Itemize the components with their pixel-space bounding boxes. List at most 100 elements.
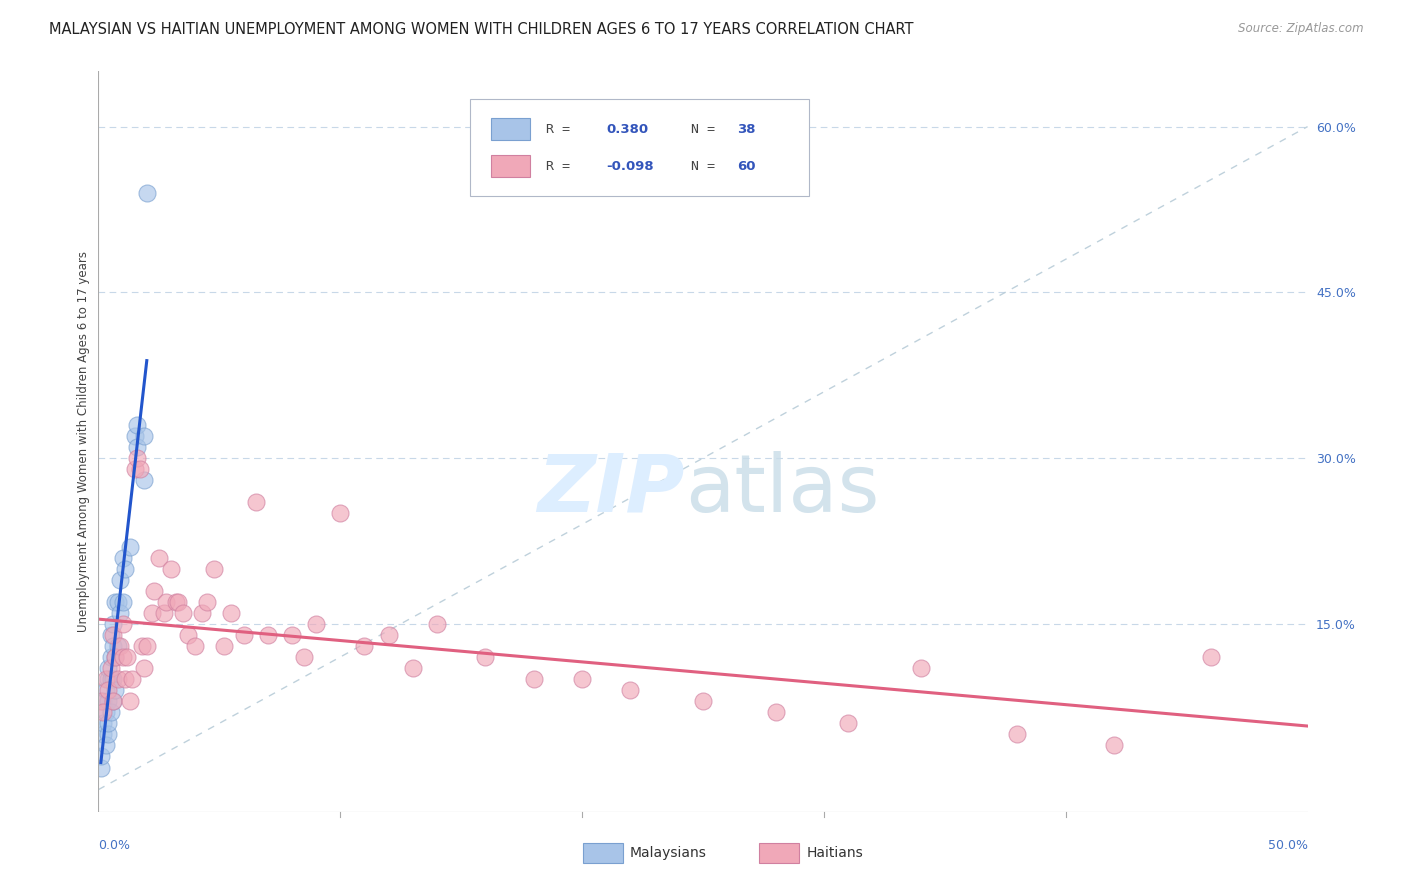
FancyBboxPatch shape <box>470 99 810 195</box>
Point <box>523 672 546 686</box>
Point <box>91 727 114 741</box>
Point <box>281 628 304 642</box>
Point <box>191 606 214 620</box>
Point <box>177 628 200 642</box>
Point <box>108 573 131 587</box>
Point <box>97 694 120 708</box>
Point <box>232 628 254 642</box>
Point <box>155 595 177 609</box>
Point <box>141 606 163 620</box>
Point <box>167 595 190 609</box>
Point <box>305 616 328 631</box>
Point <box>101 628 124 642</box>
Point <box>94 683 117 698</box>
Point <box>377 628 399 642</box>
Bar <box>492 118 530 140</box>
Point <box>114 672 136 686</box>
Point <box>107 672 129 686</box>
Point <box>118 694 141 708</box>
Point <box>692 694 714 708</box>
Point <box>117 650 139 665</box>
Point <box>134 473 156 487</box>
Point <box>121 672 143 686</box>
Point <box>1199 650 1222 665</box>
Point <box>143 583 166 598</box>
Text: Malaysians: Malaysians <box>630 846 707 860</box>
Point <box>100 661 122 675</box>
Point <box>114 561 136 575</box>
Point <box>124 462 146 476</box>
Point <box>135 639 157 653</box>
Point <box>134 661 156 675</box>
Text: N =: N = <box>675 122 723 136</box>
Point <box>353 639 375 653</box>
Point <box>97 727 120 741</box>
Point <box>90 749 112 764</box>
Text: -0.098: -0.098 <box>606 160 654 173</box>
Point <box>184 639 207 653</box>
Point <box>101 672 124 686</box>
Point <box>571 672 593 686</box>
Point <box>195 595 218 609</box>
Point <box>100 650 122 665</box>
Point <box>91 716 114 731</box>
Point <box>90 760 112 774</box>
Text: R =: R = <box>546 160 578 173</box>
Point <box>118 540 141 554</box>
Point <box>94 706 117 720</box>
Point <box>111 550 134 565</box>
Point <box>111 595 134 609</box>
Point <box>97 672 120 686</box>
Point <box>101 616 124 631</box>
Text: Haitians: Haitians <box>807 846 863 860</box>
Point <box>245 495 267 509</box>
Point <box>127 417 149 432</box>
Point <box>108 606 131 620</box>
Point <box>104 650 127 665</box>
Point <box>256 628 278 642</box>
Point <box>124 429 146 443</box>
Point <box>329 507 352 521</box>
Point <box>90 694 112 708</box>
Point <box>111 616 134 631</box>
Point <box>837 716 859 731</box>
Point <box>221 606 243 620</box>
Text: 50.0%: 50.0% <box>1268 839 1308 853</box>
Point <box>1102 739 1125 753</box>
Point <box>135 186 157 200</box>
Point <box>104 650 127 665</box>
Point <box>101 639 124 653</box>
Point <box>619 683 641 698</box>
Point <box>97 661 120 675</box>
Point <box>165 595 187 609</box>
Point <box>100 628 122 642</box>
Point <box>100 706 122 720</box>
Point <box>104 683 127 698</box>
Point <box>152 606 174 620</box>
Point <box>104 595 127 609</box>
Text: ZIP: ZIP <box>537 450 685 529</box>
Point <box>101 694 124 708</box>
Point <box>1007 727 1029 741</box>
Bar <box>492 155 530 178</box>
Point <box>128 462 150 476</box>
Point <box>131 639 153 653</box>
Point <box>212 639 235 653</box>
Text: R =: R = <box>546 122 586 136</box>
Text: N =: N = <box>675 160 723 173</box>
Point <box>97 683 120 698</box>
Point <box>765 706 787 720</box>
Point <box>97 716 120 731</box>
Point <box>108 639 131 653</box>
Text: 60: 60 <box>737 160 755 173</box>
Point <box>134 429 156 443</box>
Text: 38: 38 <box>737 122 755 136</box>
Point <box>94 739 117 753</box>
Point <box>94 672 117 686</box>
Point <box>91 706 114 720</box>
Text: 0.0%: 0.0% <box>98 839 131 853</box>
Point <box>127 440 149 454</box>
Point <box>204 561 226 575</box>
Point <box>910 661 932 675</box>
Point <box>474 650 496 665</box>
